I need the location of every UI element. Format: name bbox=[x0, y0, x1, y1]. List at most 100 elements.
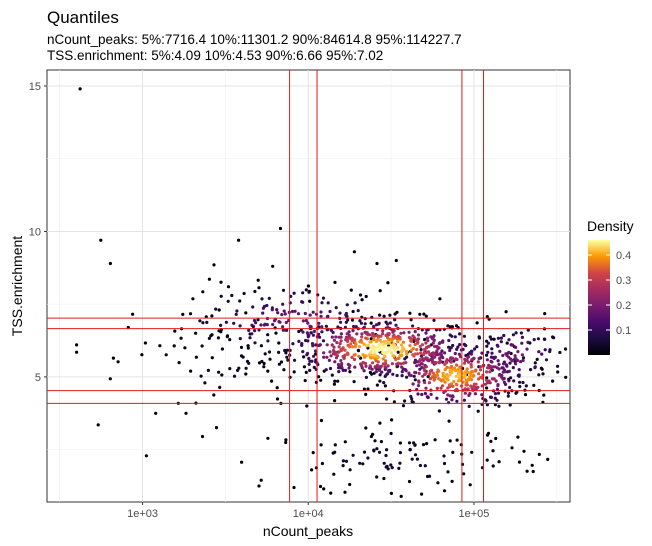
data-point bbox=[428, 377, 432, 381]
data-point bbox=[347, 366, 351, 370]
data-point bbox=[378, 313, 382, 317]
data-point bbox=[319, 378, 323, 382]
data-point bbox=[435, 396, 439, 400]
data-point bbox=[437, 361, 441, 365]
data-point bbox=[462, 398, 466, 402]
data-point bbox=[441, 360, 445, 364]
data-point bbox=[386, 335, 390, 340]
data-point bbox=[509, 376, 513, 380]
color-legend: Density 0.1 0.2 0.3 0.4 bbox=[587, 218, 634, 355]
data-point bbox=[380, 347, 384, 351]
data-point bbox=[339, 335, 343, 339]
data-point bbox=[391, 354, 395, 358]
data-point bbox=[312, 354, 316, 358]
data-point bbox=[428, 353, 432, 357]
data-point bbox=[244, 366, 248, 370]
data-point bbox=[408, 311, 412, 315]
data-point bbox=[420, 343, 424, 347]
data-point bbox=[415, 364, 419, 368]
data-point bbox=[425, 395, 429, 399]
data-point bbox=[285, 355, 289, 359]
data-point bbox=[410, 400, 414, 404]
data-point bbox=[320, 301, 324, 305]
grid-lines bbox=[47, 70, 570, 502]
data-point bbox=[343, 325, 347, 329]
data-point bbox=[514, 331, 518, 335]
data-point bbox=[346, 318, 350, 322]
legend-tick-label: 0.3 bbox=[616, 275, 631, 287]
data-point bbox=[506, 391, 511, 395]
data-point bbox=[232, 321, 236, 325]
data-point bbox=[375, 475, 379, 479]
data-point bbox=[349, 342, 353, 346]
data-point bbox=[253, 329, 257, 333]
data-point bbox=[472, 382, 476, 386]
data-point bbox=[328, 366, 333, 371]
data-point bbox=[177, 361, 181, 365]
data-point bbox=[268, 357, 272, 361]
data-point bbox=[370, 367, 374, 371]
data-point bbox=[514, 345, 518, 349]
data-point bbox=[333, 280, 337, 284]
data-point bbox=[339, 359, 343, 363]
data-point bbox=[191, 297, 195, 301]
data-point bbox=[409, 318, 413, 322]
data-point bbox=[392, 400, 396, 404]
data-point bbox=[265, 303, 269, 308]
data-point bbox=[457, 372, 461, 376]
data-point bbox=[384, 326, 388, 330]
data-point bbox=[451, 450, 455, 454]
data-point bbox=[317, 332, 321, 336]
data-point bbox=[301, 300, 305, 304]
data-point bbox=[364, 294, 368, 299]
data-point bbox=[343, 490, 347, 494]
data-point bbox=[216, 336, 220, 340]
data-point bbox=[354, 325, 358, 329]
data-point bbox=[443, 389, 447, 393]
data-point bbox=[283, 348, 287, 353]
data-point bbox=[503, 389, 507, 393]
data-point bbox=[397, 466, 401, 470]
data-point bbox=[490, 377, 494, 381]
data-point bbox=[463, 359, 467, 363]
data-point bbox=[511, 366, 515, 370]
data-point bbox=[333, 379, 337, 383]
data-point bbox=[400, 370, 404, 374]
data-point bbox=[237, 366, 241, 370]
data-point bbox=[458, 343, 462, 347]
data-point bbox=[459, 355, 463, 359]
data-point bbox=[348, 482, 352, 487]
data-point bbox=[256, 278, 260, 282]
data-point bbox=[374, 339, 378, 344]
data-point bbox=[293, 309, 297, 313]
data-point bbox=[394, 323, 398, 327]
data-point bbox=[413, 342, 417, 347]
chart-subtitle-line-2: TSS.enrichment: 5%:4.09 10%:4.53 90%:6.6… bbox=[47, 48, 383, 63]
data-point bbox=[389, 351, 394, 355]
data-point bbox=[384, 359, 388, 363]
data-point bbox=[99, 238, 103, 242]
data-point bbox=[194, 355, 198, 359]
data-point bbox=[454, 369, 458, 373]
data-point bbox=[353, 301, 357, 305]
data-point bbox=[364, 354, 368, 358]
data-point bbox=[225, 335, 229, 339]
data-point bbox=[450, 398, 454, 402]
data-point bbox=[281, 302, 285, 306]
data-point bbox=[335, 354, 339, 358]
data-point bbox=[416, 341, 420, 345]
data-point bbox=[319, 418, 323, 423]
data-point bbox=[512, 379, 516, 383]
data-point bbox=[448, 439, 452, 443]
data-point bbox=[332, 345, 336, 349]
data-point bbox=[266, 436, 270, 440]
y-axis-title: TSS.enrichment bbox=[9, 236, 25, 336]
data-point bbox=[491, 449, 495, 453]
data-point bbox=[409, 373, 413, 378]
data-point bbox=[469, 378, 474, 382]
data-point bbox=[485, 376, 489, 380]
data-point bbox=[441, 378, 445, 382]
data-point bbox=[462, 342, 466, 346]
data-point bbox=[364, 364, 368, 368]
data-point bbox=[359, 321, 363, 325]
